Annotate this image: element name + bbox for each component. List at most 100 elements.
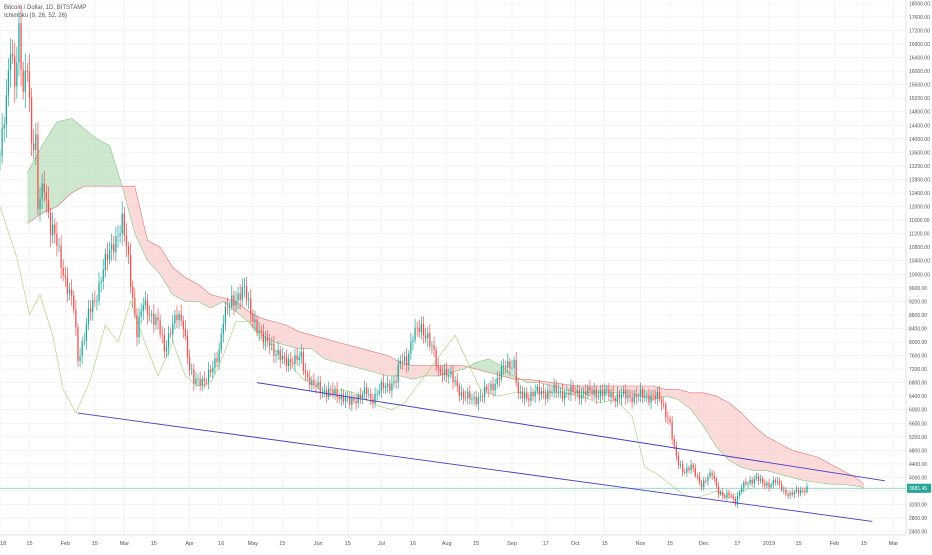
candle-down xyxy=(505,365,507,368)
candle-up xyxy=(650,395,652,403)
candle-up xyxy=(743,482,745,489)
x-tick-label: 15 xyxy=(345,541,351,547)
y-tick-label: 7200.00 xyxy=(909,367,927,373)
x-tick-label: 15 xyxy=(602,541,608,547)
candle-up xyxy=(587,387,589,396)
indicator-title[interactable]: Ichimoku (9, 26, 52, 26) xyxy=(4,13,68,19)
candle-up xyxy=(496,377,498,384)
candle-up xyxy=(690,464,692,471)
kumo-bear-segment xyxy=(792,450,805,481)
candle-down xyxy=(283,356,286,358)
candle-up xyxy=(1,128,3,156)
x-tick-label: Nov xyxy=(636,541,646,547)
candle-down xyxy=(469,391,471,400)
candle-down xyxy=(435,349,437,367)
candle-down xyxy=(73,295,75,310)
candle-down xyxy=(700,482,703,488)
candle-down xyxy=(498,377,501,380)
candle-up xyxy=(104,254,107,270)
y-tick-label: 14800.00 xyxy=(909,110,930,116)
candle-down xyxy=(136,314,138,338)
candle-up xyxy=(414,327,416,340)
candle-up xyxy=(500,366,503,380)
candle-up xyxy=(344,397,347,402)
candle-up xyxy=(138,316,140,338)
candle-down xyxy=(791,492,793,495)
candle-down xyxy=(382,382,385,388)
last-price-tag xyxy=(907,483,931,493)
candle-down xyxy=(629,394,631,398)
kumo-bear-segment xyxy=(425,365,439,376)
x-tick-label: 15 xyxy=(667,541,673,547)
candle-down xyxy=(515,359,517,383)
candle-down xyxy=(26,70,29,72)
candle-up xyxy=(431,345,433,347)
candle-up xyxy=(770,484,772,488)
candle-up xyxy=(277,349,279,355)
kumo-bear-segment xyxy=(311,335,325,359)
candle-down xyxy=(424,335,427,339)
candle-down xyxy=(89,308,92,313)
x-tick-label: Apr xyxy=(185,541,194,547)
candle-up xyxy=(679,464,682,466)
candle-down xyxy=(526,393,528,399)
candle-up xyxy=(719,491,722,495)
candle-up xyxy=(85,324,88,342)
candle-up xyxy=(633,394,635,403)
candle-up xyxy=(288,359,290,367)
candle-up xyxy=(403,356,406,362)
candle-up xyxy=(467,391,469,399)
kumo-bear-segment xyxy=(817,457,831,485)
symbol-title[interactable]: Bitcoin / Dollar, 1D, BITSTAMP xyxy=(4,5,87,11)
y-tick-label: 13200.00 xyxy=(909,164,930,170)
candle-down xyxy=(509,361,511,369)
candle-up xyxy=(519,391,522,393)
candle-up xyxy=(254,319,256,322)
candle-up xyxy=(582,391,585,395)
candle-up xyxy=(639,389,642,397)
time-axis-background xyxy=(0,535,932,550)
candle-up xyxy=(703,480,705,488)
x-tick-label: 15 xyxy=(92,541,98,547)
candle-down xyxy=(186,335,189,358)
candle-down xyxy=(45,192,48,200)
x-tick-label: 15 xyxy=(473,541,479,547)
y-tick-label: 11600.00 xyxy=(909,218,930,224)
candle-up xyxy=(604,389,606,396)
y-tick-label: 8400.00 xyxy=(909,326,927,332)
candle-down xyxy=(75,309,77,328)
candle-down xyxy=(698,475,701,483)
candle-down xyxy=(608,389,610,397)
candle-down xyxy=(22,69,24,92)
candle-up xyxy=(502,365,505,367)
candle-up xyxy=(258,330,260,333)
candle-up xyxy=(96,300,98,302)
candle-up xyxy=(772,480,774,485)
y-tick-label: 13600.00 xyxy=(909,150,930,156)
candle-up xyxy=(454,380,456,383)
candle-down xyxy=(669,418,671,422)
kumo-bear-segment xyxy=(804,453,818,483)
y-tick-label: 6400.00 xyxy=(909,394,927,400)
candle-up xyxy=(5,95,7,125)
candle-up xyxy=(237,293,239,301)
candle-up xyxy=(564,392,566,400)
candle-up xyxy=(783,489,785,491)
candle-up xyxy=(224,307,227,324)
chart-legend: Bitcoin / Dollar, 1D, BITSTAMP Ichimoku … xyxy=(4,4,86,20)
candle-down xyxy=(304,370,307,374)
candle-down xyxy=(292,362,294,364)
candle-down xyxy=(33,143,35,151)
y-tick-label: 11200.00 xyxy=(909,232,930,238)
candle-down xyxy=(250,298,252,315)
candle-up xyxy=(334,388,336,395)
candle-up xyxy=(83,341,85,342)
candle-down xyxy=(568,392,570,395)
candle-up xyxy=(738,491,741,497)
candle-up xyxy=(142,305,144,312)
candle-down xyxy=(184,328,187,336)
candle-down xyxy=(11,54,14,57)
candle-up xyxy=(191,369,193,371)
y-tick-label: 14400.00 xyxy=(909,123,930,129)
